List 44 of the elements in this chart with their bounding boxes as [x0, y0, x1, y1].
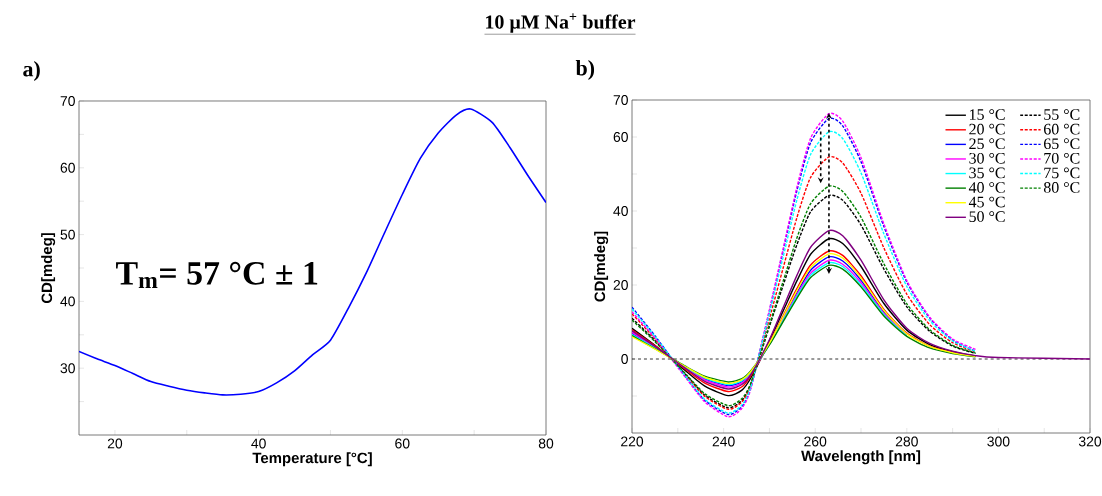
legend-label: 70 °C — [1044, 152, 1080, 164]
legend-label: 55 °C — [1044, 109, 1080, 120]
x-axis-title: Temperature [°C] — [252, 452, 372, 467]
legend-label: 35 °C — [969, 167, 1005, 179]
y-tick-label: 40 — [613, 206, 628, 216]
y-tick-label: 30 — [60, 363, 75, 374]
y-tick-label: 60 — [613, 132, 628, 142]
legend-label: 25 °C — [969, 138, 1005, 150]
x-tick-label: 320 — [1078, 436, 1102, 447]
x-tick-label: 240 — [712, 436, 735, 447]
x-axis-title: Wavelength [nm] — [801, 450, 921, 465]
y-tick-label: 70 — [613, 95, 628, 105]
x-tick-label: 20 — [107, 438, 123, 449]
y-axis-title: CD[mdeg] — [594, 231, 609, 302]
y-tick-label: 70 — [60, 96, 75, 106]
annotation: T$_{m}$= 57 °C ± 1 — [116, 261, 318, 289]
x-tick-label: 280 — [895, 436, 918, 447]
x-tick-label: 220 — [621, 436, 644, 447]
x-tick-label: 40 — [251, 438, 266, 449]
legend-label: 50 °C — [969, 211, 1005, 222]
x-tick-label: 260 — [804, 436, 827, 447]
legend-label: 75 °C — [1044, 167, 1080, 179]
y-tick-label: 50 — [60, 229, 75, 240]
y-tick-label: 0 — [621, 354, 628, 364]
x-tick-label: 80 — [538, 438, 554, 449]
y-tick-label: 20 — [613, 280, 628, 290]
legend-label: 15 °C — [970, 109, 1005, 120]
chart-title: 10 µM Na$^{+}$ buffer — [486, 13, 636, 33]
legend-label: 80 °C — [1043, 182, 1080, 193]
y-tick-label: 60 — [60, 162, 75, 173]
x-tick-label: 300 — [987, 436, 1010, 447]
legend-label: 20 °C — [969, 123, 1005, 135]
legend-label: 60 °C — [1044, 123, 1080, 135]
y-axis-title: CD[mdeg] — [41, 233, 56, 304]
text: b) — [575, 60, 595, 80]
legend-label: 45 °C — [968, 196, 1005, 208]
y-tick-label: 40 — [60, 296, 75, 307]
line-series — [79, 108, 546, 396]
legend-label: 30 °C — [969, 152, 1005, 164]
legend-label: 40 °C — [968, 182, 1005, 193]
line-series — [632, 229, 1091, 390]
text: a) — [23, 61, 40, 81]
legend-label: 65 °C — [1044, 138, 1080, 150]
x-tick-label: 60 — [395, 438, 410, 449]
